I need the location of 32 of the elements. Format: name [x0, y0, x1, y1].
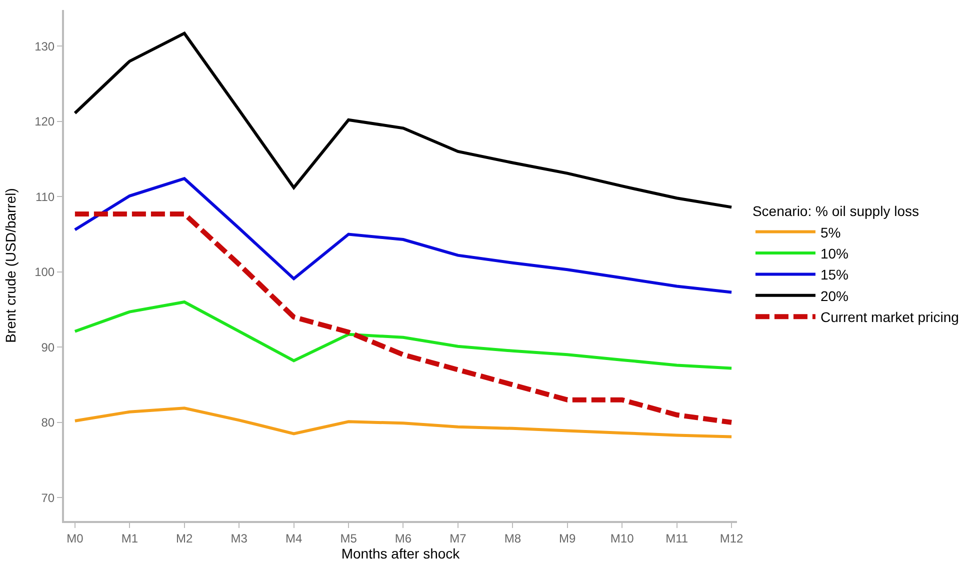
x-axis-title: Months after shock	[341, 545, 461, 562]
x-tick-label: M6	[394, 531, 412, 546]
x-tick-label: M0	[66, 531, 84, 546]
y-tick-label: 100	[34, 265, 55, 280]
y-axis-title: Brent crude (USD/barrel)	[2, 188, 19, 343]
x-tick-label: M8	[504, 531, 522, 546]
y-tick-label: 120	[34, 114, 55, 129]
y-tick-label: 80	[41, 416, 55, 430]
x-tick-label: M2	[176, 531, 194, 546]
line-series	[73, 406, 734, 438]
line-series	[73, 300, 734, 370]
x-tick-label: M4	[285, 531, 302, 546]
y-tick-label: 90	[41, 340, 55, 354]
line-series	[73, 177, 734, 294]
y-tick-label: 70	[41, 490, 55, 505]
legend-label: 15%	[820, 266, 848, 283]
y-tick-label: 130	[34, 39, 55, 54]
legend-label: 20%	[820, 288, 848, 304]
x-tick-label: M11	[666, 531, 688, 546]
legend-label: 5%	[820, 224, 841, 240]
legend-label: Current market pricing	[820, 309, 959, 326]
legend-label: 10%	[820, 245, 848, 262]
legend-title: Scenario: % oil supply loss	[752, 203, 919, 220]
y-tick-label: 110	[35, 190, 55, 204]
x-tick-label: M1	[121, 531, 138, 546]
x-tick-label: M10	[610, 531, 634, 546]
x-tick-label: M7	[450, 531, 467, 546]
x-tick-label: M5	[340, 531, 358, 546]
x-tick-label: M12	[720, 531, 744, 546]
line-series	[73, 32, 734, 209]
x-tick-label: M3	[230, 531, 248, 546]
x-tick-label: M9	[559, 531, 576, 546]
